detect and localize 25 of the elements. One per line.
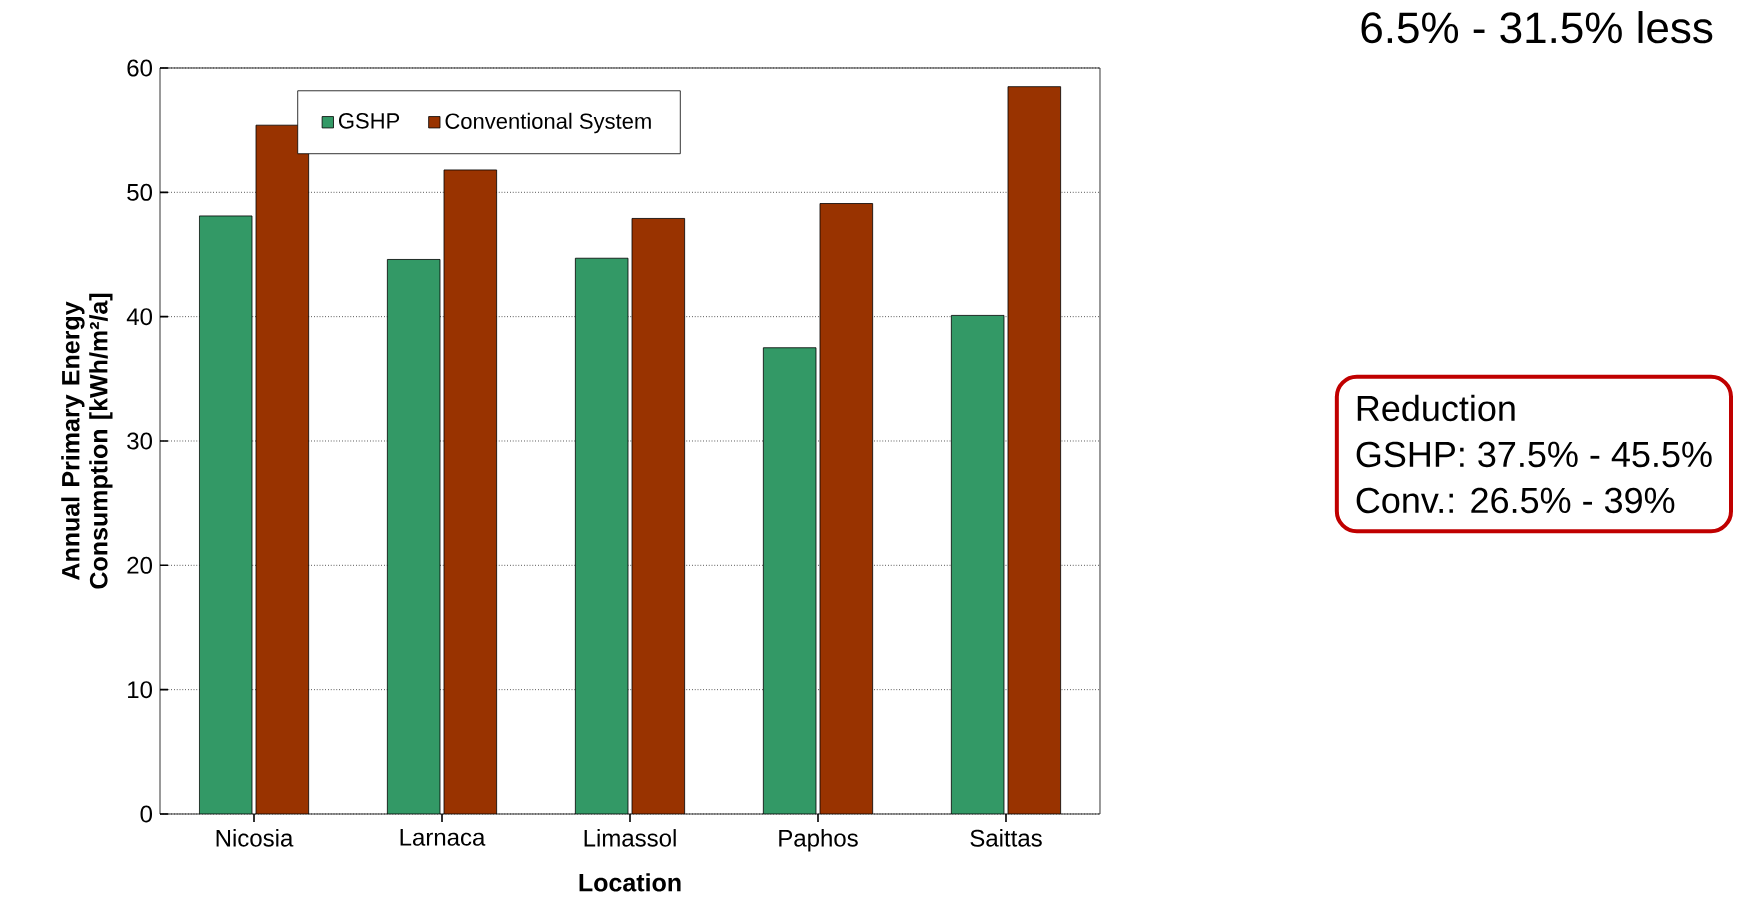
y-axis-title: Annual Primary Energy Consumption [kWh/m²/a] bbox=[61, 293, 113, 589]
y-tick-label: 40 bbox=[126, 308, 153, 326]
y-tick-label: 20 bbox=[127, 556, 153, 574]
legend-label: GSHP bbox=[338, 113, 400, 129]
x-tick-label: Limassol bbox=[584, 829, 676, 847]
x-axis-title: Location bbox=[579, 873, 681, 892]
bar bbox=[443, 169, 498, 814]
y-tick-label: 50 bbox=[127, 183, 153, 201]
y-tick-label: 30 bbox=[127, 432, 153, 450]
x-tick-label: Paphos bbox=[779, 829, 858, 852]
bar bbox=[819, 203, 874, 814]
text: Reduction bbox=[1357, 394, 1515, 422]
text: 6.5% - 31.5% less bbox=[1361, 11, 1713, 44]
y-tick-label: 60 bbox=[127, 59, 153, 77]
y-tick-label: 0 bbox=[140, 805, 153, 823]
y-tick-label: 10 bbox=[128, 681, 153, 699]
x-tick-label: Larnaca bbox=[400, 829, 486, 846]
text: GSHP: 37.5% - 45.5% bbox=[1356, 441, 1712, 468]
bar bbox=[631, 218, 686, 814]
legend-label: Conventional System bbox=[445, 112, 651, 134]
x-tick-label: Saittas bbox=[970, 829, 1042, 847]
x-tick-label: Nicosia bbox=[216, 829, 294, 847]
bar bbox=[1007, 86, 1062, 814]
bar bbox=[255, 124, 310, 814]
text: Conv.: 26.5% - 39% bbox=[1356, 487, 1675, 514]
